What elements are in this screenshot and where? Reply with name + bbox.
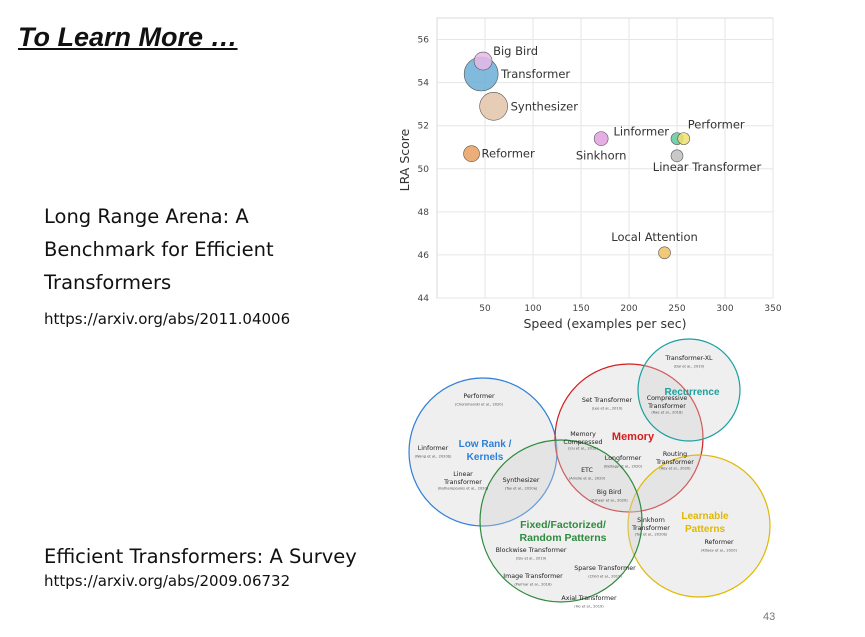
lra-scatter-chart: 50 100 150 200 250 300 350 44 46 48 50 52 54 56 Trans… <box>397 17 782 331</box>
x-tick-label: 50 <box>479 304 491 314</box>
model-reference: (Dai et al., 2019) <box>674 365 705 369</box>
paper-url-lra[interactable]: https://arxiv.org/abs/2011.04006 <box>44 310 291 328</box>
point-linear-transformer <box>670 149 684 163</box>
point-performer <box>677 132 691 145</box>
y-tick-label: 48 <box>418 208 430 218</box>
y-tick-label: 44 <box>418 294 430 304</box>
paper-url-survey[interactable]: https://arxiv.org/abs/2009.06732 <box>44 572 291 590</box>
point-local-attention <box>658 246 671 260</box>
point-label: Big Bird <box>493 44 538 58</box>
model-reference: (Qiu et al., 2019) <box>516 557 547 561</box>
model-reference: (Choromanski et al., 2020) <box>455 403 504 407</box>
model-big-bird: Big Bird <box>597 489 622 496</box>
model-reference: (Ainslie et al., 2020) <box>569 477 606 481</box>
slide-title: To Learn More … <box>18 22 238 52</box>
model-reference: (Kitaev et al., 2020) <box>701 549 737 553</box>
point-label: Synthesizer <box>511 99 579 113</box>
group-label-low-rank: Low Rank / Kernels <box>459 439 512 463</box>
model-reference: (Roy et al., 2020) <box>659 467 691 471</box>
x-tick-label: 350 <box>764 304 781 314</box>
model-synthesizer: Synthesizer <box>503 477 540 484</box>
point-label: Local Attention <box>611 230 698 244</box>
model-axial-transformer: Axial Transformer <box>561 595 617 602</box>
paper-title-survey: Efficient Transformers: A Survey <box>44 545 357 568</box>
fixed-random-patterns-circle <box>479 439 643 603</box>
group-label-learnable: Learnable Patterns <box>681 511 729 535</box>
recurrence-circle <box>637 338 741 442</box>
model-performer: Performer <box>463 393 495 400</box>
point-big-bird <box>473 51 493 71</box>
model-reference: (Parmar et al., 2018) <box>514 583 552 587</box>
model-reference: (Child et al., 2019) <box>588 575 622 579</box>
model-reference: (Tay et al., 2020a) <box>505 487 538 491</box>
y-axis-label: LRA Score <box>397 128 412 191</box>
point-label: Sinkhorn <box>576 149 627 163</box>
model-reformer: Reformer <box>704 539 734 546</box>
x-axis-label: Speed (examples per sec) <box>523 316 686 331</box>
model-transformer-xl: Transformer-XL <box>664 355 713 362</box>
model-linear-transformer: Linear Transformer <box>443 471 482 486</box>
model-linformer: Linformer <box>418 445 449 452</box>
low-rank-kernels-circle <box>408 377 558 527</box>
x-tick-label: 200 <box>620 304 637 314</box>
efficient-transformers-venn-diagram: Low Rank / Kernels Memory Recurrence Lear… <box>408 338 771 608</box>
paper-title-lra: Long Range Arena: A Benchmark for Effici… <box>44 205 274 294</box>
model-compressive-transformer: Compressive Transformer <box>647 395 688 410</box>
group-label-recurrence: Recurrence <box>664 387 719 398</box>
point-label: Linformer <box>613 125 669 139</box>
point-label: Performer <box>688 118 745 132</box>
model-reference: (Wang et al., 2020b) <box>415 455 452 459</box>
x-tick-label: 250 <box>668 304 685 314</box>
y-tick-label: 52 <box>418 122 429 132</box>
model-reference: (Ho et al., 2019) <box>574 605 604 609</box>
point-sinkhorn <box>593 131 609 146</box>
point-labels: Transformer Synthesizer Big Bird Reformer Si… <box>482 44 762 244</box>
x-tick-label: 150 <box>572 304 589 314</box>
model-reference: (Katharopoulos et al., 2020) <box>438 487 489 491</box>
learnable-patterns-circle <box>627 454 771 598</box>
point-label: Transformer <box>500 67 570 81</box>
model-reference: (Liu et al., 2018) <box>568 447 598 451</box>
y-tick-label: 50 <box>418 165 430 175</box>
data-points <box>463 51 691 260</box>
model-reference: (Lee et al., 2019) <box>592 407 623 411</box>
model-routing-transformer: Routing Transformer <box>655 451 694 466</box>
tick-labels: 50 100 150 200 250 300 350 44 46 48 50 52 54 56 <box>418 36 782 314</box>
model-reference: (Zaheer et al., 2020) <box>590 499 628 503</box>
model-memory-compressed: Memory Compressed <box>563 431 602 446</box>
y-tick-label: 56 <box>418 36 430 46</box>
point-label: Linear Transformer <box>653 160 762 174</box>
model-reference: (Rae et al., 2018) <box>651 411 683 415</box>
group-label-memory: Memory <box>612 431 655 443</box>
model-reference: (Tay et al., 2020b) <box>635 533 668 537</box>
model-blockwise-transformer: Blockwise Transformer <box>496 547 567 554</box>
model-sinkhorn-transformer: Sinkhorn Transformer <box>631 517 670 532</box>
model-reference: (Beltagy et al., 2020) <box>604 465 643 469</box>
point-label: Reformer <box>482 147 535 161</box>
model-sparse-transformer: Sparse Transformer <box>574 565 636 572</box>
x-tick-label: 100 <box>524 304 541 314</box>
x-tick-label: 300 <box>716 304 733 314</box>
slide-number: 43 <box>763 611 776 623</box>
group-label-fixed-random: Fixed/Factorized/Random Patterns <box>520 519 607 544</box>
model-longformer: Longformer <box>605 455 642 462</box>
model-image-transformer: Image Transformer <box>503 573 563 580</box>
y-tick-label: 54 <box>418 79 430 89</box>
model-set-transformer: Set Transformer <box>582 397 633 404</box>
model-etc: ETC <box>581 467 593 474</box>
point-synthesizer <box>479 92 508 121</box>
y-tick-label: 46 <box>418 251 430 261</box>
venn-model-labels: Performer (Choromanski et al., 2020) Linfo… <box>415 355 738 608</box>
point-reformer <box>463 145 480 162</box>
